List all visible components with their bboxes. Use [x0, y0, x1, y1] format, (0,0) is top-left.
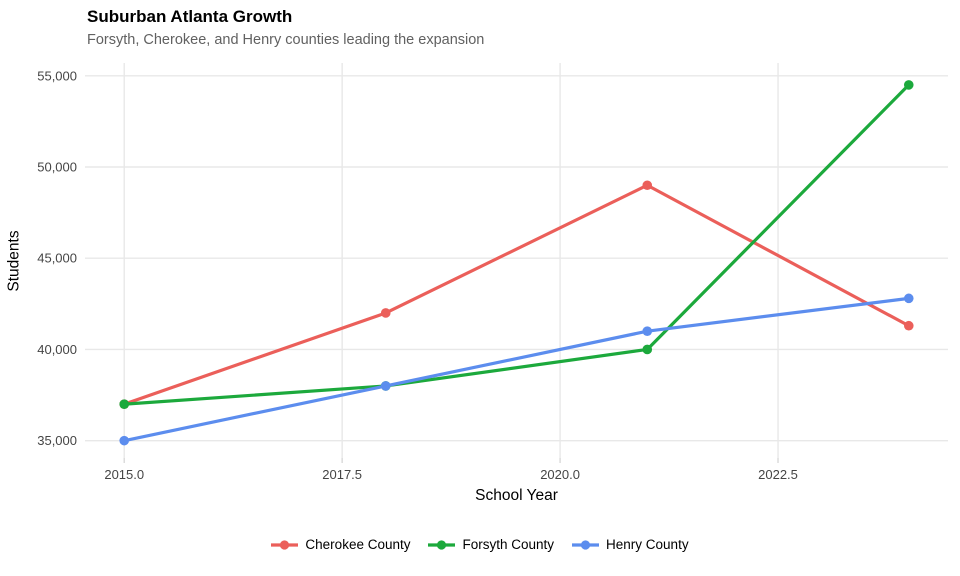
data-point-cherokee-county — [642, 180, 653, 191]
y-tick-label: 35,000 — [37, 433, 77, 448]
chart-title: Suburban Atlanta Growth — [87, 7, 293, 26]
y-tick-label: 40,000 — [37, 342, 77, 357]
data-point-forsyth-county — [903, 80, 914, 90]
x-tick-label: 2017.5 — [322, 467, 362, 482]
series-line-forsyth-county — [122, 83, 911, 406]
data-point-forsyth-county — [642, 344, 653, 355]
legend-item-henry-county: Henry County — [572, 537, 689, 552]
y-tick-label: 45,000 — [37, 251, 77, 266]
x-axis-title: School Year — [475, 487, 558, 504]
y-axis-title: Students — [0, 63, 30, 458]
series-line-cherokee-county — [122, 183, 911, 406]
data-point-henry-county — [119, 435, 130, 446]
legend-key-icon — [428, 539, 456, 550]
data-point-henry-county — [903, 293, 914, 304]
data-point-henry-county — [380, 381, 391, 391]
legend-key-icon — [271, 539, 299, 550]
legend-label: Cherokee County — [305, 537, 411, 552]
legend-key-icon — [572, 539, 600, 550]
legend-label: Henry County — [606, 537, 689, 552]
data-point-cherokee-county — [380, 308, 391, 318]
legend-item-cherokee-county: Cherokee County — [271, 537, 410, 552]
chart-subtitle: Forsyth, Cherokee, and Henry counties le… — [87, 32, 485, 48]
x-tick-label: 2022.5 — [758, 467, 798, 482]
data-point-cherokee-county — [903, 320, 914, 331]
x-tick-label: 2020.0 — [540, 467, 580, 482]
y-tick-label: 50,000 — [37, 159, 77, 174]
legend: Cherokee County Forsyth County Henry Count… — [0, 537, 960, 552]
series-line-henry-county — [122, 296, 911, 443]
x-tick-label: 2015.0 — [104, 467, 144, 482]
y-axis-title-text: Students — [6, 229, 23, 292]
data-point-forsyth-county — [119, 399, 130, 409]
data-point-henry-county — [642, 326, 653, 336]
y-tick-label: 55,000 — [37, 68, 77, 83]
legend-item-forsyth-county: Forsyth County — [428, 537, 554, 552]
legend-label: Forsyth County — [462, 537, 555, 552]
